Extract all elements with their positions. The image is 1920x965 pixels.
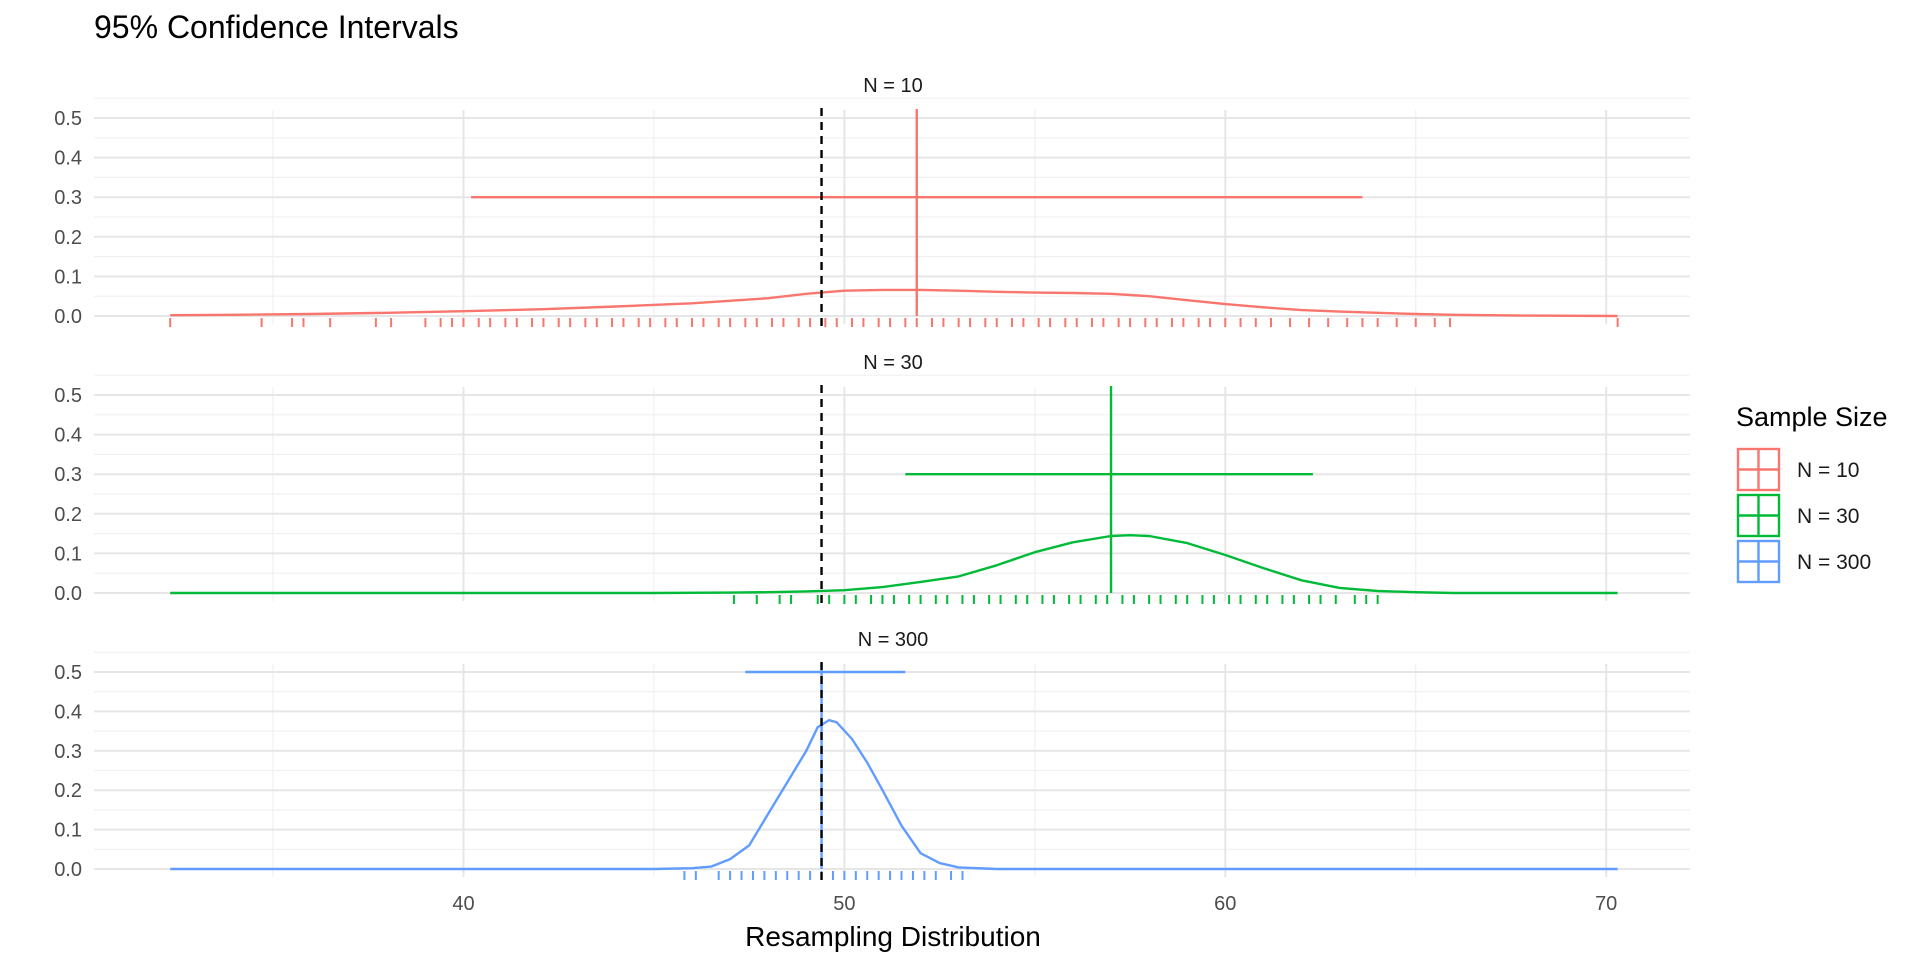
y-tick-label: 0.4 — [54, 701, 82, 723]
y-tick-label: 0.3 — [54, 741, 82, 763]
y-tick-label: 0.1 — [54, 266, 82, 288]
legend-entry: N = 30 — [1736, 493, 1859, 538]
y-tick-label: 0.4 — [54, 148, 82, 170]
legend-entry: N = 300 — [1736, 539, 1871, 584]
facet-label: N = 10 — [863, 75, 922, 97]
y-tick-label: 0.2 — [54, 504, 82, 526]
legend-label: N = 300 — [1797, 551, 1871, 574]
facet-label: N = 30 — [863, 352, 922, 374]
facet-label: N = 300 — [858, 629, 929, 651]
facet-panel: 0.0 0.1 0.2 0.3 0.4 0.5 N = 300 — [54, 629, 1690, 881]
y-tick-label: 0.2 — [54, 227, 82, 249]
y-tick-label: 0.0 — [54, 583, 82, 605]
y-tick-label: 0.5 — [54, 108, 82, 130]
y-tick-label: 0.3 — [54, 464, 82, 486]
legend-entry: N = 10 — [1736, 447, 1859, 492]
y-tick-label: 0.1 — [54, 820, 82, 842]
chart-title: 95% Confidence Intervals — [94, 9, 459, 45]
legend: Sample Size N = 10 N = 30 N = 300 — [1736, 402, 1888, 584]
x-tick-label: 50 — [833, 893, 855, 915]
y-tick-label: 0.0 — [54, 859, 82, 881]
facet-panel: 0.0 0.1 0.2 0.3 0.4 0.5 N = 10 — [54, 75, 1690, 328]
legend-title: Sample Size — [1736, 402, 1888, 432]
density-line — [170, 534, 1618, 595]
x-tick-label: 60 — [1214, 893, 1236, 915]
legend-label: N = 10 — [1797, 459, 1859, 482]
y-tick-label: 0.0 — [54, 306, 82, 328]
facet-panel: 0.0 0.1 0.2 0.3 0.4 0.5 N = 30 — [54, 352, 1690, 605]
y-tick-label: 0.3 — [54, 187, 82, 209]
y-tick-label: 0.5 — [54, 385, 82, 407]
x-tick-label: 70 — [1595, 893, 1617, 915]
y-tick-label: 0.2 — [54, 780, 82, 802]
density-line — [170, 288, 1618, 318]
legend-label: N = 30 — [1797, 505, 1859, 528]
y-tick-label: 0.1 — [54, 543, 82, 565]
facet-panels: 0.00.10.20.30.40.5N = 100.00.10.20.30.40… — [54, 75, 1690, 915]
y-tick-label: 0.5 — [54, 662, 82, 684]
y-tick-label: 0.4 — [54, 425, 82, 447]
x-tick-label: 40 — [452, 893, 474, 915]
density-line — [170, 718, 1618, 871]
x-axis-label: Resampling Distribution — [745, 921, 1041, 952]
